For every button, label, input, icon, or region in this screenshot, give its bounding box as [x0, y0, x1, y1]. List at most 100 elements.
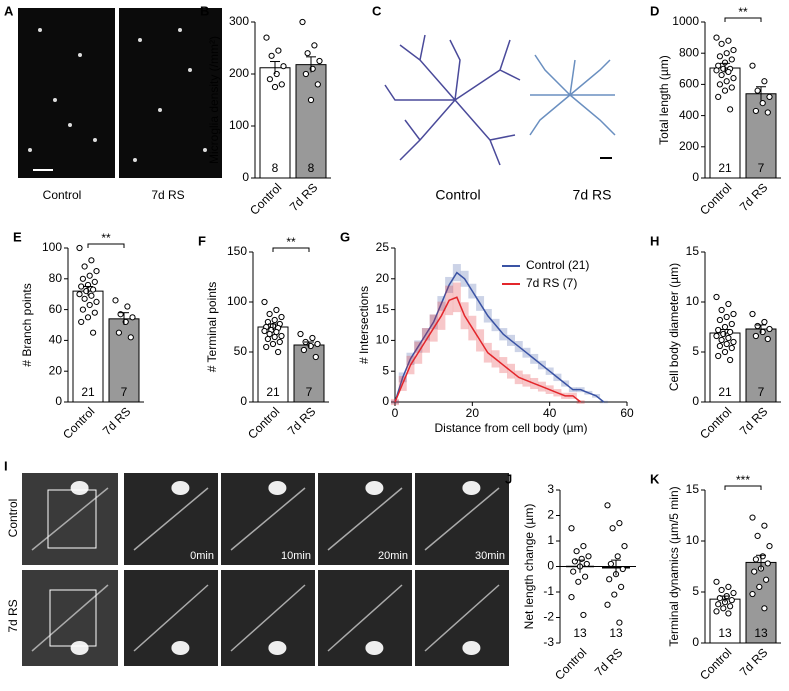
data-point — [268, 52, 275, 59]
soma — [268, 641, 287, 655]
data-point — [730, 589, 737, 597]
n-label: 13 — [754, 626, 768, 640]
y-tick-label: 15 — [686, 244, 700, 258]
data-point — [716, 53, 724, 60]
tracing-control — [384, 34, 521, 166]
x-tick-label: 60 — [620, 406, 634, 420]
x-tick-label: 7d RS — [592, 645, 625, 678]
data-point — [93, 298, 100, 305]
data-point — [751, 568, 758, 575]
legend-label: Control (21) — [526, 258, 589, 272]
data-point — [266, 76, 273, 83]
inset-box — [47, 489, 97, 549]
x-tick-label: Control — [247, 180, 284, 217]
process — [230, 584, 306, 652]
data-point — [728, 597, 735, 604]
data-point — [716, 342, 724, 350]
data-point — [619, 565, 626, 573]
data-point — [761, 78, 768, 85]
data-point — [761, 318, 768, 326]
data-point — [276, 338, 283, 346]
y-tick-label: 0 — [55, 394, 62, 408]
y-tick-label: 80 — [49, 271, 63, 285]
data-point — [271, 333, 278, 341]
data-point — [713, 578, 720, 585]
data-point — [616, 520, 623, 527]
y-tick-label: 5 — [692, 344, 699, 358]
data-point — [275, 47, 282, 54]
x-tick-label: 20 — [466, 406, 480, 420]
data-point — [271, 83, 279, 91]
data-point — [124, 303, 131, 310]
image-label: Control — [43, 188, 82, 202]
data-point — [725, 583, 732, 591]
data-point — [88, 257, 95, 264]
y-tick-label: 0 — [547, 559, 554, 573]
data-point — [81, 263, 88, 270]
x-tick-label: Control — [60, 404, 97, 441]
data-point — [718, 71, 725, 79]
data-point — [307, 96, 315, 104]
x-tick-label: 7d RS — [285, 404, 318, 437]
process — [133, 584, 209, 652]
y-tick-label: -1 — [543, 584, 554, 598]
data-point — [278, 81, 285, 88]
data-point — [129, 314, 136, 321]
y-tick-label: 100 — [229, 118, 249, 132]
data-point — [571, 558, 579, 565]
n-label: 13 — [573, 626, 587, 640]
panel-letter: C — [372, 3, 382, 18]
n-label: 21 — [718, 385, 732, 399]
panel-letter: G — [340, 229, 350, 244]
data-point — [76, 244, 83, 252]
x-tick-label: Control — [245, 404, 282, 441]
y-axis-label: Microglia density (/mm²) — [207, 36, 221, 164]
data-point — [723, 340, 730, 348]
data-point — [314, 340, 321, 348]
data-point — [585, 553, 592, 560]
data-point — [723, 50, 730, 57]
data-point — [761, 522, 768, 529]
row-label: Control — [6, 499, 20, 538]
process — [424, 584, 500, 652]
data-point — [261, 327, 268, 335]
data-point — [302, 70, 309, 78]
process — [31, 487, 109, 551]
data-point — [297, 330, 304, 338]
data-point — [312, 353, 319, 361]
y-tick-label: 1000 — [672, 14, 699, 28]
data-point — [752, 332, 760, 340]
data-point — [299, 18, 306, 26]
data-point — [752, 107, 760, 115]
significance-bracket — [272, 247, 310, 252]
significance-bracket — [87, 243, 125, 248]
data-point — [713, 332, 720, 340]
data-point — [752, 556, 760, 563]
data-point — [713, 293, 720, 301]
data-point — [616, 619, 623, 626]
panel-letter: H — [650, 233, 659, 248]
significance-bracket — [724, 17, 762, 22]
data-point — [568, 525, 575, 532]
data-point — [723, 78, 730, 85]
data-point — [261, 298, 268, 306]
image-control — [18, 8, 115, 178]
data-point — [91, 309, 98, 316]
x-tick-label: Control — [697, 404, 734, 441]
data-point — [749, 514, 756, 521]
data-point — [728, 344, 735, 352]
timelapse-images — [22, 473, 509, 666]
data-point — [278, 313, 285, 321]
significance: ** — [286, 235, 296, 249]
data-point — [730, 75, 737, 82]
y-tick-label: -3 — [543, 635, 554, 649]
y-tick-label: 0 — [242, 170, 249, 184]
data-point — [720, 605, 727, 612]
data-point — [88, 292, 95, 299]
data-point — [716, 81, 724, 88]
bar — [295, 64, 327, 179]
data-point — [766, 543, 773, 550]
y-tick-label: 2 — [547, 508, 554, 522]
image-label: 7d RS — [151, 188, 184, 202]
data-point — [725, 37, 732, 44]
